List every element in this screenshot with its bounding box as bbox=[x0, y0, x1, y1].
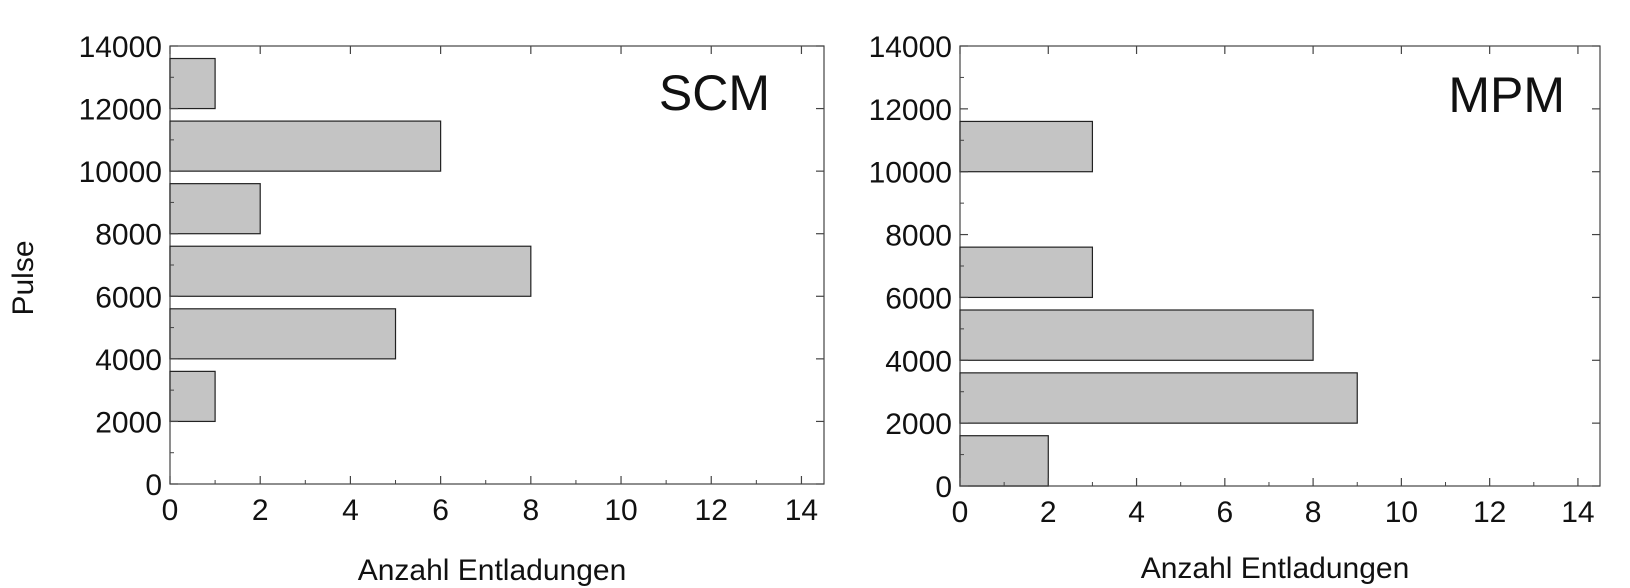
x-tick-label: 14 bbox=[1561, 496, 1594, 529]
x-tick-label: 0 bbox=[952, 496, 969, 529]
bar-2 bbox=[169, 245, 532, 297]
y-tick-label: 2000 bbox=[95, 406, 162, 439]
y-tick-label: 10000 bbox=[79, 156, 162, 189]
y-tick-label: 4000 bbox=[95, 344, 162, 377]
y-tick-label: 14000 bbox=[79, 31, 162, 64]
x-tick-label: 10 bbox=[604, 494, 637, 527]
x-tick-label: 10 bbox=[1385, 496, 1418, 529]
bar-4 bbox=[169, 120, 442, 172]
y-tick-label: 10000 bbox=[869, 157, 952, 190]
x-axis-title: Anzahl Entladungen bbox=[1141, 552, 1410, 585]
panel-label: MPM bbox=[1448, 67, 1565, 123]
y-tick-label: 0 bbox=[145, 469, 162, 502]
y-tick-label: 6000 bbox=[95, 281, 162, 314]
x-tick-label: 2 bbox=[1040, 496, 1057, 529]
chart-panel-scm: 0 2 4 6 8 10 12 14 0 2000 4000 6000 8000 10000 12000 14… bbox=[79, 31, 825, 587]
y-tick-label: 8000 bbox=[95, 219, 162, 252]
bar-2 bbox=[959, 309, 1314, 361]
x-tick-label: 6 bbox=[1216, 496, 1233, 529]
x-tick-label: 4 bbox=[1128, 496, 1145, 529]
y-tick-label: 6000 bbox=[885, 282, 952, 315]
bar-1 bbox=[169, 308, 397, 360]
bar-1 bbox=[959, 372, 1358, 424]
x-tick-label: 12 bbox=[1473, 496, 1506, 529]
y-tick-label: 14000 bbox=[869, 31, 952, 64]
x-axis-title: Anzahl Entladungen bbox=[358, 554, 627, 587]
bar-0 bbox=[959, 435, 1049, 487]
panel-label: SCM bbox=[659, 65, 770, 121]
y-tick-label: 8000 bbox=[885, 220, 952, 253]
x-tick-label: 8 bbox=[522, 494, 539, 527]
bar-0 bbox=[169, 370, 216, 423]
bar-3 bbox=[959, 246, 1094, 299]
y-tick-label: 12000 bbox=[869, 94, 952, 127]
y-axis-title: Pulse bbox=[7, 240, 40, 315]
x-tick-label: 0 bbox=[162, 494, 179, 527]
x-tick-label: 12 bbox=[695, 494, 728, 527]
x-tick-label: 2 bbox=[252, 494, 269, 527]
x-tick-label: 14 bbox=[785, 494, 818, 527]
x-tick-label: 6 bbox=[432, 494, 449, 527]
chart-panel-mpm: 0 2 4 6 8 10 12 14 0 2000 4000 6000 8000 10000 12000 14… bbox=[869, 31, 1601, 585]
y-tick-label: 12000 bbox=[79, 94, 162, 127]
x-tick-label: 4 bbox=[342, 494, 359, 527]
bar-3 bbox=[169, 183, 261, 235]
y-tick-label: 2000 bbox=[885, 408, 952, 441]
bar-5 bbox=[169, 57, 216, 110]
bar-4 bbox=[959, 120, 1094, 173]
x-tick-label: 8 bbox=[1305, 496, 1322, 529]
y-tick-label: 0 bbox=[935, 471, 952, 504]
y-tick-label: 4000 bbox=[885, 345, 952, 378]
